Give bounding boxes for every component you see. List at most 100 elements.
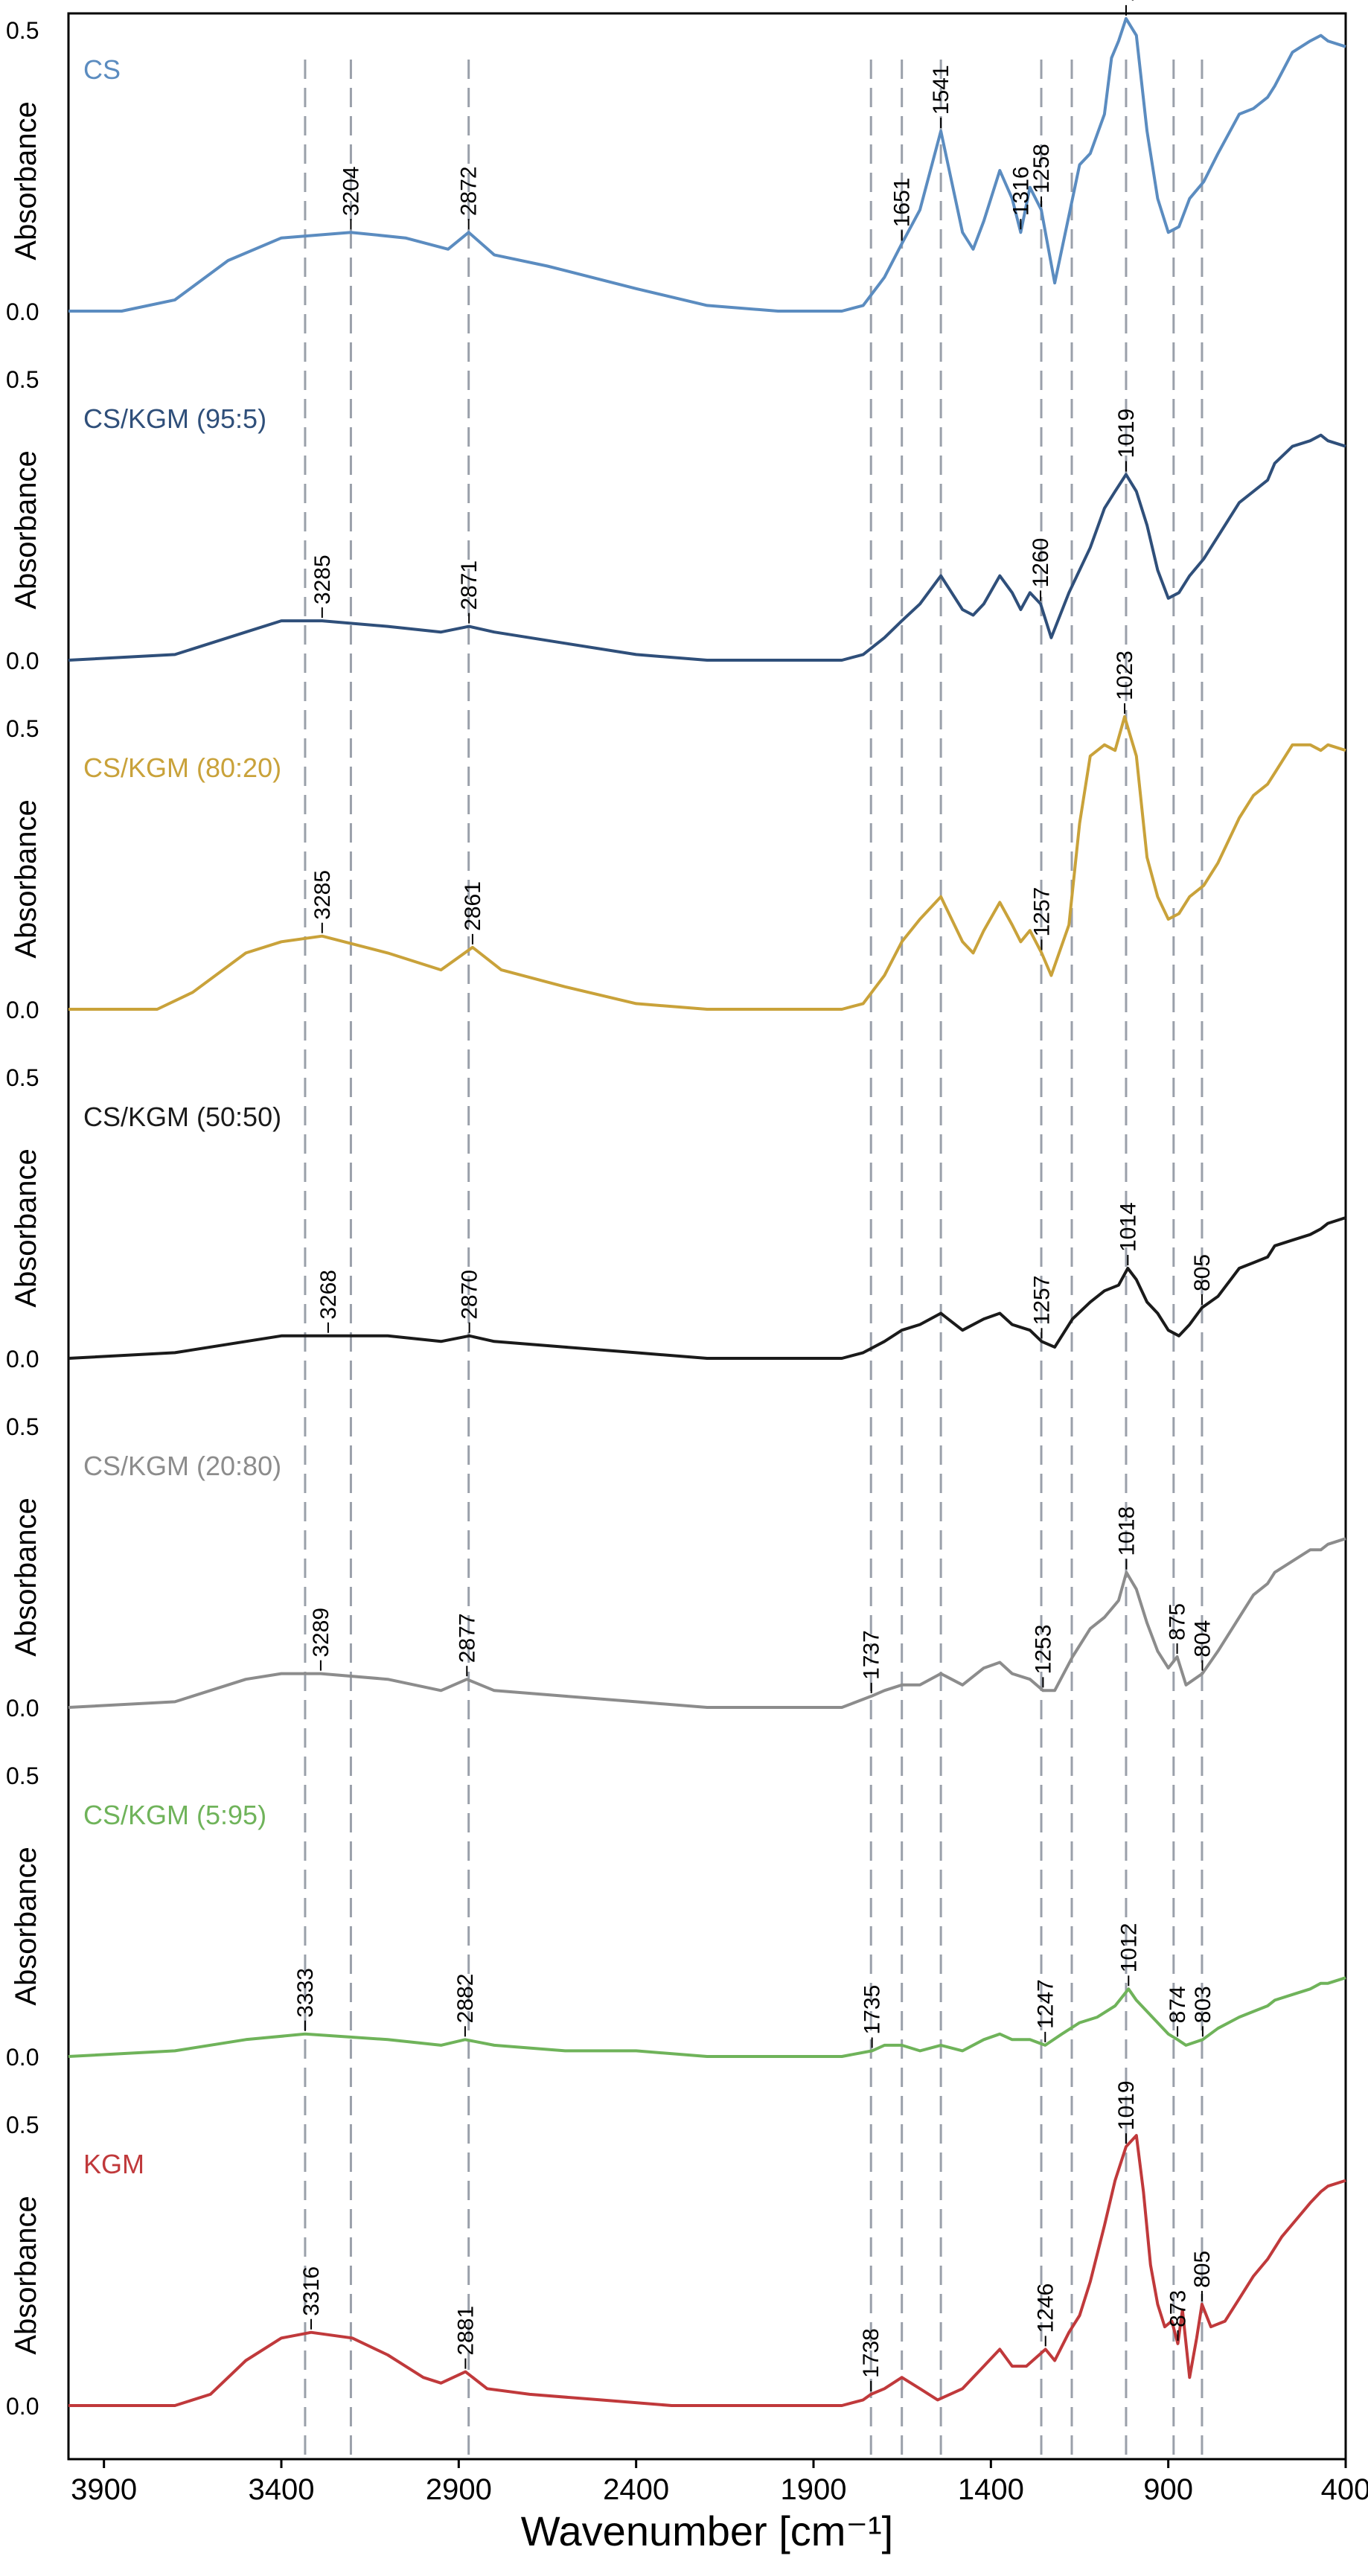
peak-annotation: 1738 (859, 2328, 883, 2391)
y-tick-label: 0.5 (6, 366, 39, 393)
spectra-panels: 0.5 0.0 Absorbance CS 0.5 0.0 Absorbance CS/KGM… (6, 0, 1346, 2420)
plot-frame (67, 12, 1347, 2461)
peak-annotation: 1019 (1114, 0, 1139, 16)
peak-label: 2871 (457, 560, 482, 610)
x-tick-label: 2400 (603, 2473, 669, 2506)
peak-label: 873 (1166, 2290, 1191, 2327)
peak-annotation: 805 (1190, 2251, 1215, 2301)
y-tick-label: 0.5 (6, 1762, 39, 1789)
peak-annotation: 804 (1190, 1620, 1215, 1671)
spectrum-panel: 0.5 0.0 Absorbance CS/KGM (80:20) (6, 715, 1346, 1023)
y-tick-label: 0.5 (6, 17, 39, 44)
spectrum-line (68, 433, 1346, 662)
spectrum-line (68, 2134, 1346, 2407)
peak-annotation: 1012 (1116, 1923, 1141, 1987)
series-label: CS/KGM (5:95) (83, 1800, 266, 1830)
spectrum-panel: 0.5 0.0 Absorbance CS/KGM (5:95) (6, 1762, 1346, 2071)
series-label: KGM (83, 2149, 144, 2179)
peak-annotation: 2881 (453, 2306, 478, 2369)
peak-annotation: 1257 (1029, 1276, 1054, 1339)
peak-label: 3285 (310, 554, 335, 604)
peak-label: 874 (1166, 1986, 1190, 2023)
y-tick-label: 0.5 (6, 715, 39, 742)
x-tick-label: 1900 (781, 2473, 847, 2506)
y-axis-label: Absorbance (10, 1498, 42, 1656)
peak-annotation: 2871 (457, 560, 482, 624)
peak-label: 1014 (1116, 1202, 1140, 1252)
y-tick-label: 0.0 (6, 2393, 39, 2420)
x-tick-label: 1400 (958, 2473, 1024, 2506)
spectrum-line (68, 715, 1346, 1011)
peak-label: 1018 (1114, 1506, 1139, 1556)
y-axis-label: Absorbance (10, 799, 42, 958)
peak-annotation: 805 (1190, 1254, 1215, 1305)
peak-label: 804 (1190, 1620, 1215, 1658)
peak-annotation: 875 (1166, 1603, 1190, 1654)
series-label: CS/KGM (95:5) (83, 403, 266, 434)
y-axis-label: Absorbance (10, 1148, 42, 1307)
y-axis-label: Absorbance (10, 450, 42, 609)
peak-label: 1541 (929, 65, 953, 115)
peak-annotation: 2872 (457, 166, 482, 230)
series-label: CS (83, 54, 121, 85)
x-tick-label: 2900 (426, 2473, 492, 2506)
peak-label: 3289 (309, 1608, 333, 1658)
peak-annotation: 3204 (339, 166, 363, 230)
peak-label: 1651 (890, 178, 915, 228)
x-axis-label: Wavenumber [cm⁻¹] (521, 2508, 893, 2554)
y-tick-label: 0.5 (6, 1413, 39, 1440)
peak-annotation: 803 (1191, 1986, 1215, 2037)
peak-label: 2872 (457, 166, 482, 216)
series-label: CS/KGM (20:80) (83, 1451, 281, 1481)
spectrum-line (68, 16, 1346, 313)
peak-annotation: 3285 (310, 554, 335, 619)
peak-label: 1023 (1113, 651, 1137, 700)
spectrum-panel: 0.5 0.0 Absorbance CS/KGM (50:50) (6, 1064, 1346, 1372)
peak-label: 2882 (453, 1974, 478, 2024)
peak-label: 1257 (1029, 1276, 1054, 1326)
x-tick-label: 900 (1143, 2473, 1193, 2506)
x-tick-label: 3900 (71, 2473, 137, 2506)
peak-annotation: 1023 (1113, 651, 1137, 714)
peak-annotation: 1014 (1116, 1202, 1140, 1266)
series-label: CS/KGM (50:50) (83, 1102, 281, 1132)
x-tick-label: 3400 (249, 2473, 315, 2506)
peak-annotation: 1316 (1009, 166, 1033, 230)
peak-label: 805 (1190, 1254, 1215, 1291)
peak-annotation: 2877 (455, 1613, 479, 1677)
peak-annotation: 1258 (1029, 144, 1054, 207)
series-label: CS/KGM (80:20) (83, 752, 281, 783)
peak-label: 803 (1191, 1986, 1215, 2023)
x-tick-label: 400 (1321, 2473, 1368, 2506)
peak-annotation: 873 (1166, 2290, 1191, 2341)
peak-annotation: 1651 (890, 178, 915, 241)
peak-label: 1260 (1029, 538, 1053, 588)
peak-label: 1737 (860, 1630, 884, 1680)
peak-label: 1738 (859, 2328, 883, 2378)
peak-annotation: 3333 (293, 1968, 318, 2031)
peak-annotation: 3316 (299, 2266, 324, 2330)
peak-annotation: 1737 (860, 1630, 884, 1693)
reference-lines (304, 60, 1204, 2459)
peak-label: 2881 (453, 2306, 478, 2356)
peak-label: 1316 (1009, 166, 1033, 216)
y-tick-label: 0.0 (6, 2044, 39, 2071)
peak-annotation: 874 (1166, 1986, 1190, 2037)
peak-annotation: 3289 (309, 1608, 333, 1671)
peak-annotation: 1019 (1114, 2080, 1139, 2144)
peak-annotation: 1541 (929, 65, 953, 129)
peak-label: 1019 (1114, 2080, 1139, 2130)
peak-label: 805 (1190, 2251, 1215, 2288)
peak-label: 1735 (860, 1985, 885, 2035)
y-axis-label: Absorbance (10, 1847, 42, 2005)
y-tick-label: 0.0 (6, 1695, 39, 1722)
peak-annotation: 1260 (1029, 538, 1053, 601)
peak-label: 3285 (310, 870, 335, 920)
y-tick-label: 0.0 (6, 997, 39, 1023)
peak-annotation: 1019 (1114, 409, 1139, 472)
peak-label: 3204 (339, 166, 363, 216)
peak-annotation: 1246 (1034, 2283, 1058, 2347)
peak-label: 3316 (299, 2266, 324, 2316)
y-tick-label: 0.5 (6, 2112, 39, 2138)
